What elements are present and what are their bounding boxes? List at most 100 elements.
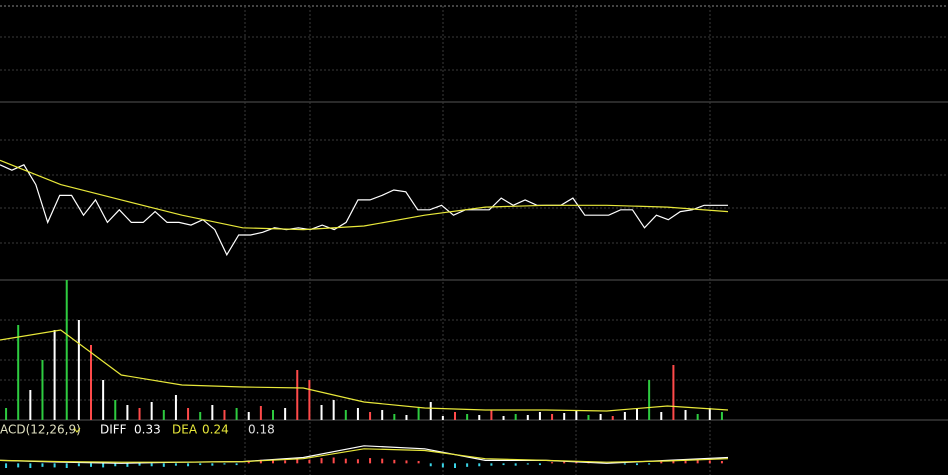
bar (162, 410, 165, 420)
chevron (73, 427, 81, 433)
bar (599, 414, 602, 420)
bar (563, 413, 566, 420)
bar (5, 463, 8, 468)
bar (29, 390, 32, 420)
bar (162, 463, 165, 467)
bar (174, 395, 177, 420)
bar (672, 365, 675, 420)
bar (65, 280, 68, 420)
bar (660, 412, 663, 420)
bar (708, 460, 711, 464)
bar (381, 410, 384, 420)
bar (708, 408, 711, 420)
bar (272, 459, 274, 464)
dea-label: DEA (172, 423, 198, 437)
bar (17, 463, 20, 468)
bar (114, 400, 117, 420)
bar (272, 410, 274, 420)
bar (138, 408, 141, 420)
bar (320, 458, 323, 464)
bar (344, 410, 347, 420)
bar (356, 459, 359, 464)
bar (90, 345, 92, 420)
bar (223, 410, 226, 420)
bar (454, 463, 456, 468)
bar (259, 406, 262, 420)
bar (611, 416, 614, 420)
bar (478, 463, 481, 467)
bar (150, 463, 153, 467)
bar (332, 457, 335, 464)
grid (0, 6, 948, 475)
bar (77, 320, 80, 420)
bar (441, 463, 444, 468)
bar (77, 463, 80, 467)
bar (538, 463, 541, 466)
diff-label: DIFF (100, 423, 127, 437)
series-line (0, 164, 728, 257)
bar (684, 460, 687, 464)
bar (454, 412, 456, 420)
bar (308, 380, 311, 420)
bar (696, 414, 699, 420)
bar (235, 463, 238, 466)
macd-label: ACD(12,26,9) (0, 423, 81, 437)
bar (514, 414, 517, 420)
series-line (0, 448, 729, 463)
bar (53, 463, 56, 468)
bar (114, 463, 117, 467)
bar (320, 405, 323, 420)
bar (405, 460, 408, 464)
bar (672, 461, 675, 464)
bar (623, 412, 626, 420)
series-line (0, 159, 729, 231)
bar (102, 463, 105, 468)
bar (53, 330, 56, 420)
bar (563, 461, 566, 464)
series-line (0, 445, 729, 464)
bar (308, 459, 311, 464)
bar (720, 412, 723, 420)
bar (138, 463, 141, 466)
bar (344, 458, 347, 464)
bar (235, 408, 238, 420)
bar (575, 462, 578, 464)
bar (332, 400, 335, 420)
bar (223, 463, 226, 465)
bar (211, 405, 214, 420)
macd-value: 0.18 (248, 423, 275, 437)
bar (65, 463, 68, 468)
bar (441, 416, 444, 420)
bar (126, 405, 129, 420)
bar (587, 415, 590, 420)
bar (174, 463, 177, 466)
bar (90, 463, 92, 467)
bar (17, 325, 20, 420)
bar (126, 463, 129, 467)
bar (356, 408, 359, 420)
bar (405, 415, 408, 420)
bar (684, 410, 687, 420)
bar (211, 463, 214, 466)
bar (526, 463, 529, 465)
bar (466, 463, 469, 467)
bar (259, 459, 262, 464)
bar (538, 412, 541, 420)
bar (623, 463, 626, 465)
bar (187, 463, 190, 467)
bar (636, 408, 638, 420)
bar (284, 460, 287, 464)
bar (5, 408, 8, 420)
bar (636, 463, 638, 466)
bar (381, 458, 384, 464)
bar (502, 463, 505, 466)
bar (526, 415, 529, 420)
bar (369, 412, 372, 420)
bar (29, 463, 32, 468)
bar (393, 459, 396, 464)
bar (502, 416, 505, 420)
bar (369, 458, 372, 464)
bar (429, 463, 432, 467)
